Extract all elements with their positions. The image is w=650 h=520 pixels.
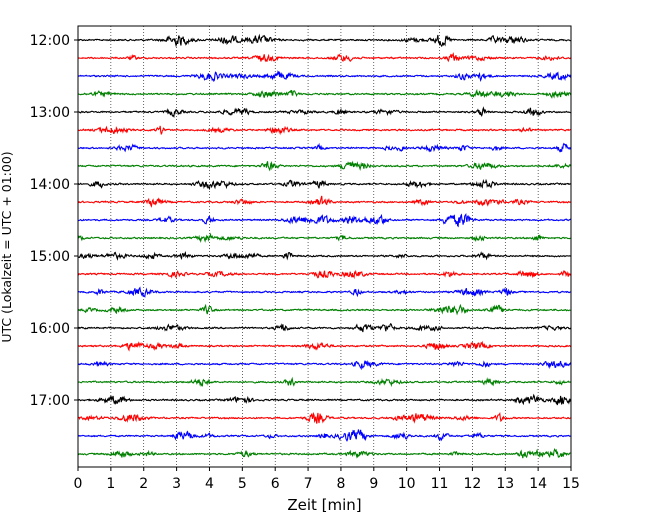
- x-tick-label: 7: [304, 476, 313, 492]
- trace-18: [77, 340, 572, 352]
- x-tick-label: 8: [336, 476, 345, 492]
- seismic-traces: [77, 33, 572, 459]
- trace-11: [77, 212, 572, 228]
- x-tick-label: 5: [238, 476, 247, 492]
- x-tick-label: 10: [398, 476, 416, 492]
- x-tick-label: 0: [74, 476, 83, 492]
- x-axis-label: Zeit [min]: [287, 496, 361, 514]
- x-tick-label: 4: [205, 476, 214, 492]
- x-tick-label: 6: [271, 476, 280, 492]
- trace-16: [77, 303, 572, 316]
- y-axis: 12:00 13:00 14:00 15:00 16:00 17:00: [30, 33, 78, 409]
- x-tick-label: 1: [106, 476, 115, 492]
- trace-3: [77, 70, 572, 83]
- trace-12: [77, 232, 572, 244]
- trace-24: [77, 448, 572, 459]
- y-tick-label: 17:00: [30, 393, 70, 409]
- trace-20: [77, 376, 572, 388]
- trace-1: [77, 33, 572, 48]
- trace-10: [77, 195, 572, 208]
- trace-9: [77, 178, 572, 191]
- y-tick-label: 12:00: [30, 33, 70, 49]
- trace-22: [77, 411, 572, 424]
- y-tick-label: 15:00: [30, 249, 70, 265]
- trace-13: [77, 250, 572, 261]
- y-tick-label: 14:00: [30, 177, 70, 193]
- trace-14: [77, 269, 572, 280]
- trace-8: [77, 160, 572, 172]
- y-tick-label: 16:00: [30, 321, 70, 337]
- trace-2: [77, 52, 572, 63]
- x-tick-label: 12: [463, 476, 481, 492]
- x-tick-label: 9: [369, 476, 378, 492]
- y-axis-label: UTC (Lokalzeit = UTC + 01:00): [0, 151, 14, 342]
- trace-23: [77, 429, 572, 442]
- trace-7: [77, 142, 572, 153]
- y-tick-label: 13:00: [30, 105, 70, 121]
- x-tick-label: 13: [496, 476, 514, 492]
- x-tick-label: 14: [529, 476, 547, 492]
- trace-4: [77, 88, 572, 99]
- trace-15: [77, 286, 572, 298]
- trace-19: [77, 360, 572, 371]
- trace-6: [77, 125, 572, 136]
- x-tick-label: 11: [431, 476, 449, 492]
- x-tick-label: 3: [172, 476, 181, 492]
- x-tick-label: 2: [139, 476, 148, 492]
- trace-5: [77, 106, 572, 119]
- trace-21: [77, 393, 572, 406]
- plot-frame: [77, 25, 572, 468]
- x-tick-label: 15: [562, 476, 580, 492]
- trace-17: [77, 322, 572, 333]
- x-axis: 0 1 2 3 4 5 6 7 8 9 10 11 12 13 14 15: [74, 467, 580, 492]
